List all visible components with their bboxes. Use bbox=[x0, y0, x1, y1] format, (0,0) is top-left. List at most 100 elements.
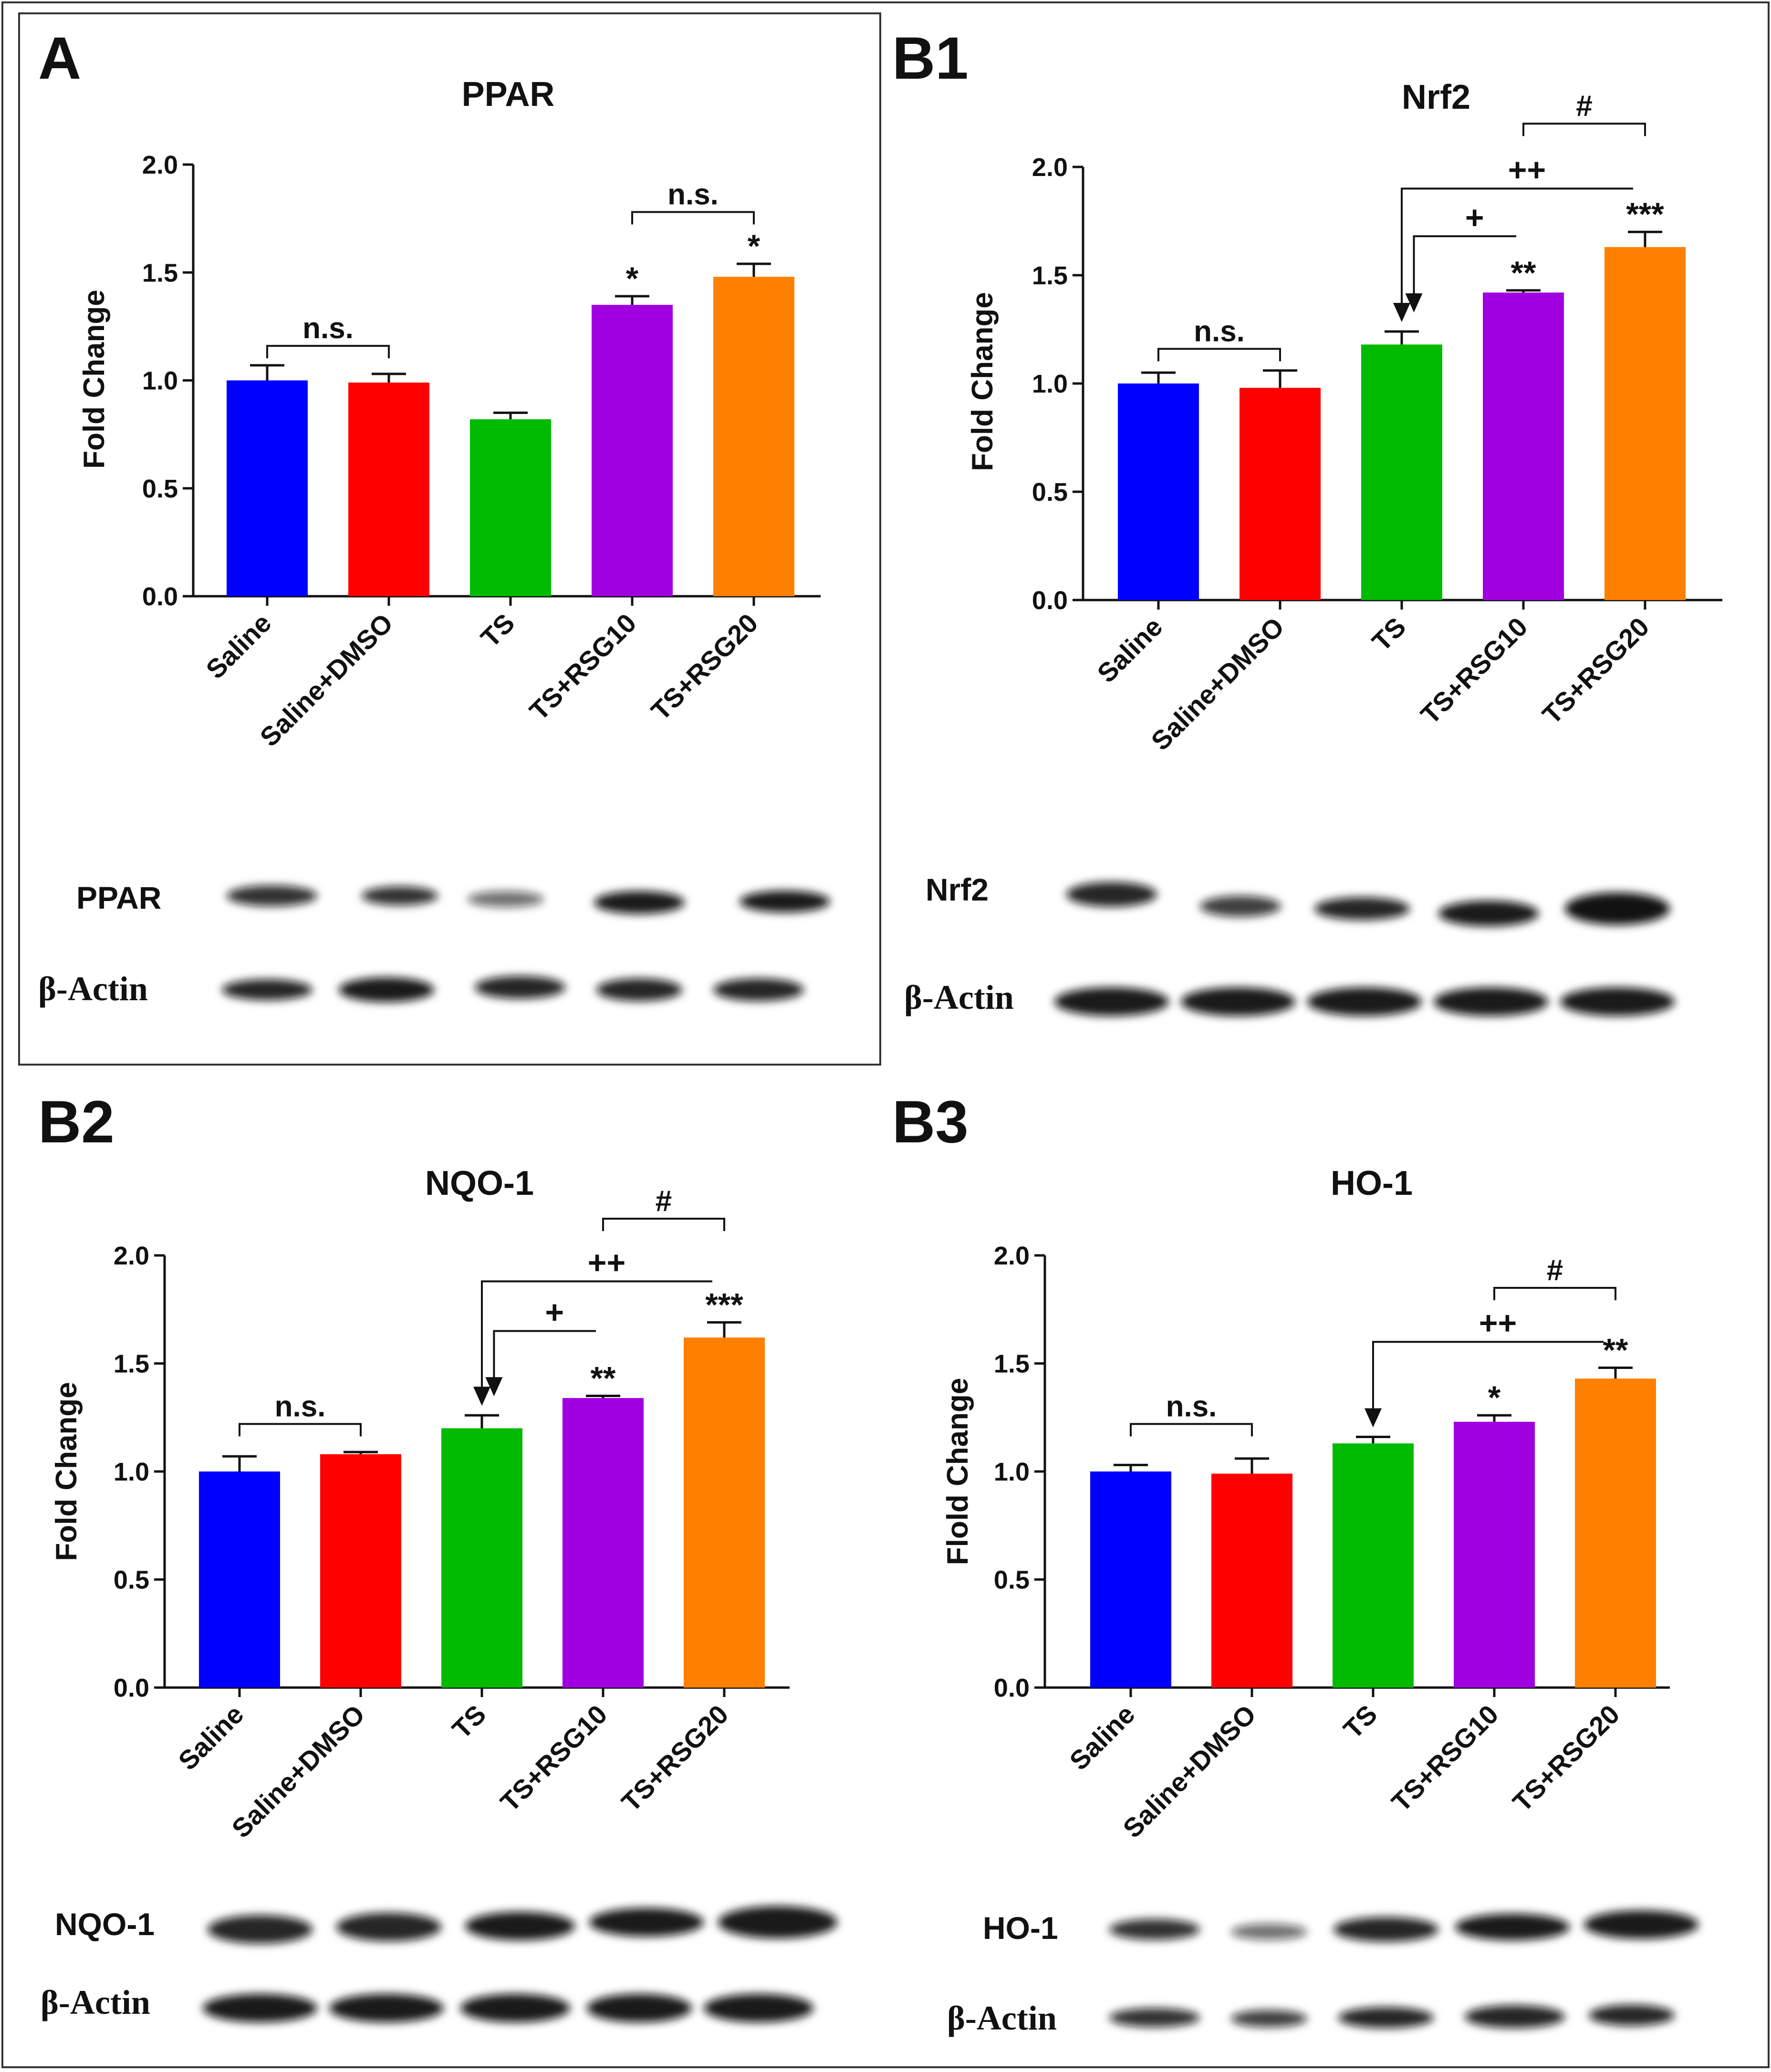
arrow-head-b1-2 bbox=[1393, 303, 1410, 322]
arrow-head-b2-1 bbox=[485, 1377, 503, 1397]
arrow-head-b3-1 bbox=[1365, 1408, 1382, 1428]
bar-a-1 bbox=[227, 380, 308, 596]
arrow-label-b2-2: ++ bbox=[588, 1244, 625, 1281]
y-tick-label-b1: 0.5 bbox=[1032, 478, 1068, 507]
y-tick-label-a: 1.5 bbox=[142, 259, 178, 287]
y-tick-label-b2: 2.0 bbox=[114, 1242, 149, 1270]
comparison-bracket-b3-2 bbox=[1493, 1286, 1616, 1300]
category-label-b2-1: Saline bbox=[172, 1699, 249, 1776]
bar-b2-5 bbox=[684, 1337, 765, 1688]
category-label-a-3: TS bbox=[475, 608, 520, 653]
y-tick-label-b2: 0.5 bbox=[114, 1566, 149, 1595]
bar-b2-4 bbox=[563, 1398, 644, 1688]
significance-star-b1-5: *** bbox=[1626, 196, 1664, 232]
comparison-bracket-b1-2 bbox=[1522, 123, 1646, 136]
y-tick-label-b1: 0.0 bbox=[1032, 586, 1068, 615]
arrow-label-b2-1: + bbox=[545, 1295, 564, 1331]
category-label-b2-3: TS bbox=[446, 1699, 491, 1744]
significance-star-b3-4: * bbox=[1488, 1379, 1501, 1416]
chart-title-b3: HO-1 bbox=[1331, 1164, 1413, 1202]
bracket-label-b3-2: # bbox=[1547, 1254, 1563, 1287]
blot-image-b2-target bbox=[208, 1906, 837, 1944]
y-axis-label-b2: Fold Change bbox=[50, 1382, 83, 1561]
bracket-label-b3-1: n.s. bbox=[1166, 1390, 1217, 1423]
bar-b3-1 bbox=[1090, 1471, 1171, 1688]
comparison-bracket-b3-1 bbox=[1130, 1423, 1253, 1437]
significance-star-a-4: * bbox=[626, 260, 639, 297]
y-tick-label-b1: 1.5 bbox=[1032, 261, 1068, 290]
y-axis-label-b3: Flold Change bbox=[941, 1378, 974, 1565]
bar-a-4 bbox=[592, 305, 673, 596]
bracket-label-b1-1: n.s. bbox=[1194, 315, 1245, 348]
panel-label-a: A bbox=[38, 25, 81, 92]
arrow-line-b3-1 bbox=[1372, 1341, 1604, 1413]
arrow-label-b1-1: + bbox=[1465, 199, 1484, 236]
category-label-b2-4: TS+RSG10 bbox=[494, 1699, 613, 1817]
y-tick-label-b3: 2.0 bbox=[994, 1242, 1030, 1270]
significance-star-b1-4: ** bbox=[1511, 255, 1536, 291]
y-tick-label-a: 1.0 bbox=[142, 367, 178, 395]
bar-b1-1 bbox=[1118, 383, 1199, 600]
category-label-a-5: TS+RSG20 bbox=[645, 608, 763, 726]
significance-star-b3-5: ** bbox=[1603, 1332, 1628, 1368]
y-tick-label-a: 0.5 bbox=[142, 475, 178, 503]
y-axis-label-b1: Fold Change bbox=[966, 292, 999, 471]
bracket-label-b2-1: n.s. bbox=[275, 1390, 326, 1423]
category-label-b1-3: TS bbox=[1366, 611, 1411, 657]
arrow-head-b1-1 bbox=[1405, 293, 1423, 313]
category-label-b1-1: Saline bbox=[1091, 611, 1168, 688]
bar-b2-3 bbox=[441, 1428, 522, 1688]
blot-label-b3-target: HO-1 bbox=[983, 1910, 1058, 1946]
category-label-b2-5: TS+RSG20 bbox=[615, 1699, 734, 1817]
bracket-label-b2-2: # bbox=[656, 1185, 672, 1218]
blot-image-a-target bbox=[227, 885, 830, 914]
significance-star-a-5: * bbox=[748, 228, 760, 264]
blot-label-b1-actin: β-Actin bbox=[904, 978, 1014, 1016]
arrow-line-b1-2 bbox=[1401, 187, 1633, 308]
y-tick-label-b3: 1.0 bbox=[994, 1458, 1030, 1486]
category-label-a-1: Saline bbox=[200, 608, 277, 684]
bracket-label-a-2: n.s. bbox=[667, 178, 719, 211]
arrow-line-b2-2 bbox=[481, 1280, 712, 1392]
bar-b2-2 bbox=[320, 1454, 401, 1688]
panel-a-frame bbox=[18, 12, 881, 1066]
chart-title-b1: Nrf2 bbox=[1402, 78, 1470, 116]
arrow-line-b2-1 bbox=[493, 1330, 596, 1382]
blot-label-b2-target: NQO-1 bbox=[55, 1906, 155, 1942]
bar-b3-3 bbox=[1333, 1443, 1414, 1688]
blot-label-b2-actin: β-Actin bbox=[41, 1983, 150, 2021]
blot-image-b3-target bbox=[1109, 1910, 1698, 1942]
blot-label-a-actin: β-Actin bbox=[38, 970, 148, 1008]
bracket-label-a-1: n.s. bbox=[302, 312, 354, 345]
y-tick-label-b1: 2.0 bbox=[1032, 153, 1068, 182]
blot-image-b3-actin bbox=[1109, 2005, 1675, 2028]
bar-b3-5 bbox=[1575, 1378, 1656, 1688]
y-tick-label-b3: 0.5 bbox=[994, 1566, 1030, 1595]
arrow-label-b1-2: ++ bbox=[1508, 152, 1546, 188]
y-tick-label-b2: 1.5 bbox=[114, 1350, 149, 1378]
panel-label-b3: B3 bbox=[892, 1089, 969, 1155]
blot-image-b1-actin bbox=[1054, 987, 1675, 1016]
blot-label-a-target: PPAR bbox=[76, 880, 161, 915]
bar-a-3 bbox=[470, 419, 551, 596]
blot-image-b2-actin bbox=[203, 1994, 813, 2022]
significance-star-b2-4: ** bbox=[591, 1360, 616, 1396]
arrow-line-b1-1 bbox=[1413, 235, 1516, 299]
category-label-b3-5: TS+RSG20 bbox=[1507, 1699, 1625, 1817]
blot-image-b1-target bbox=[1066, 882, 1670, 926]
arrow-label-b3-1: ++ bbox=[1479, 1305, 1517, 1341]
y-tick-label-b2: 0.0 bbox=[114, 1674, 149, 1702]
comparison-bracket-a-1 bbox=[266, 345, 390, 359]
bar-b3-2 bbox=[1211, 1473, 1292, 1688]
comparison-bracket-b2-2 bbox=[602, 1217, 725, 1231]
y-tick-label-b2: 1.0 bbox=[114, 1458, 149, 1486]
bar-b1-2 bbox=[1240, 388, 1321, 600]
y-axis-label-a: Fold Change bbox=[78, 290, 111, 468]
comparison-bracket-b2-1 bbox=[239, 1423, 362, 1437]
